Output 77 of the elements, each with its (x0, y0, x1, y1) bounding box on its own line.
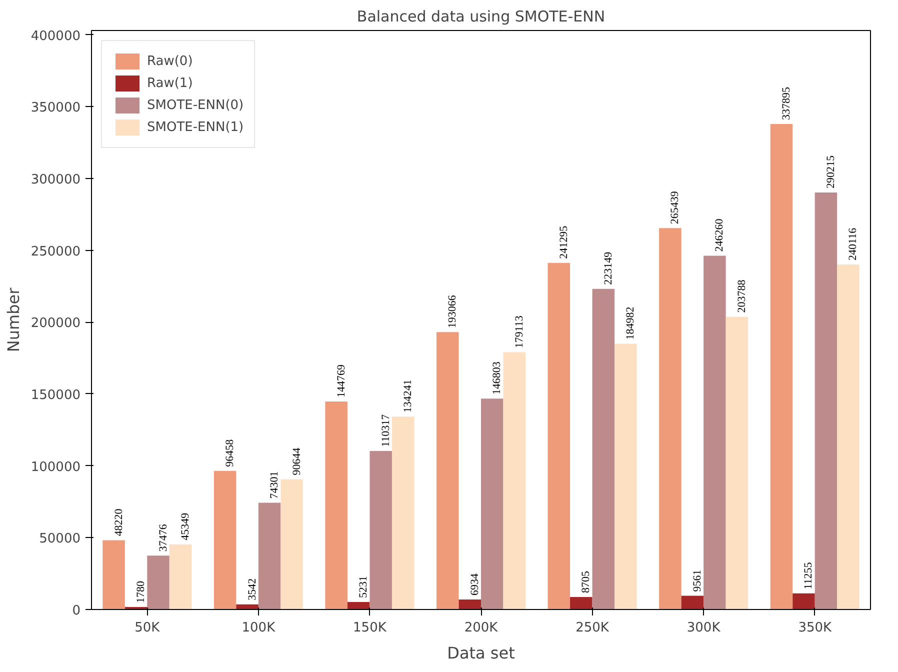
data-label: 110317 (380, 414, 392, 448)
bar (770, 124, 793, 610)
data-label: 45349 (180, 512, 192, 540)
data-label: 290215 (824, 155, 837, 189)
data-label: 179113 (513, 315, 526, 348)
y-tick-label: 300000 (30, 172, 81, 188)
bar (280, 479, 303, 610)
data-label: 241295 (558, 225, 570, 259)
bar (726, 316, 748, 610)
bar (837, 264, 860, 610)
data-label: 246260 (714, 218, 726, 252)
y-tick-label: 350000 (30, 100, 81, 116)
data-label: 134241 (402, 380, 414, 413)
data-label: 203788 (736, 279, 748, 313)
data-label: 265439 (669, 190, 682, 224)
legend-label: SMOTE-ENN(1) (147, 120, 244, 134)
x-tick-label: 100K (242, 620, 276, 636)
data-label: 193066 (446, 294, 459, 328)
bar (704, 256, 726, 610)
data-label: 144769 (335, 364, 348, 398)
bar (814, 192, 838, 610)
bar (436, 332, 459, 610)
y-tick-label: 250000 (30, 244, 81, 260)
bar (548, 262, 570, 610)
data-label: 223149 (602, 251, 614, 285)
bar (570, 596, 592, 610)
bar (147, 556, 170, 610)
x-tick-label: 250K (576, 620, 610, 636)
data-label: 240116 (847, 227, 860, 261)
legend-label: SMOTE-ENN(0) (147, 98, 244, 112)
bar (792, 593, 815, 610)
y-axis-title: Number (4, 287, 23, 352)
y-tick-label: 150000 (30, 388, 81, 403)
bar (370, 451, 392, 610)
data-label: 3542 (246, 578, 258, 600)
bar (258, 502, 281, 610)
data-label: 184982 (624, 306, 637, 340)
data-label: 11255 (802, 562, 815, 590)
legend-label: Raw(0) (147, 54, 193, 68)
bar (592, 288, 615, 610)
chart-title: Balanced data using SMOTE-ENN (356, 8, 606, 26)
bar (214, 470, 236, 610)
x-tick-label: 300K (686, 620, 721, 636)
data-label: 37476 (157, 524, 170, 552)
bar (325, 402, 348, 610)
legend-label: Raw(1) (147, 76, 193, 90)
bar (102, 540, 125, 610)
bar (347, 602, 370, 610)
data-label: 146803 (491, 361, 504, 395)
x-tick-label: 200K (464, 620, 498, 636)
bar (614, 344, 637, 610)
data-label: 337895 (780, 86, 792, 120)
bar (681, 596, 704, 610)
data-label: 90644 (290, 447, 303, 476)
y-tick-label: 100000 (30, 460, 81, 475)
y-tick-label: 400000 (30, 28, 81, 44)
bar (659, 228, 682, 610)
data-label: 9561 (691, 570, 704, 592)
x-axis-title: Data set (447, 644, 515, 662)
data-label: 1780 (135, 580, 148, 603)
y-tick-label: 200000 (30, 316, 81, 332)
bar (458, 600, 481, 610)
bar (503, 352, 526, 610)
x-tick-label: 350K (798, 620, 832, 636)
data-label: 74301 (268, 471, 281, 499)
data-label: 8705 (580, 570, 592, 593)
y-tick-label: 50000 (39, 532, 81, 547)
x-tick-label: 50K (134, 620, 160, 636)
x-tick-label: 150K (353, 620, 387, 636)
bar (392, 416, 414, 610)
data-label: 5231 (358, 576, 370, 598)
y-tick-label: 0 (72, 604, 81, 618)
data-label: 48220 (112, 508, 125, 536)
data-label: 96458 (224, 438, 236, 467)
bar (481, 398, 504, 610)
data-label: 6934 (468, 573, 481, 596)
bar (169, 544, 192, 610)
